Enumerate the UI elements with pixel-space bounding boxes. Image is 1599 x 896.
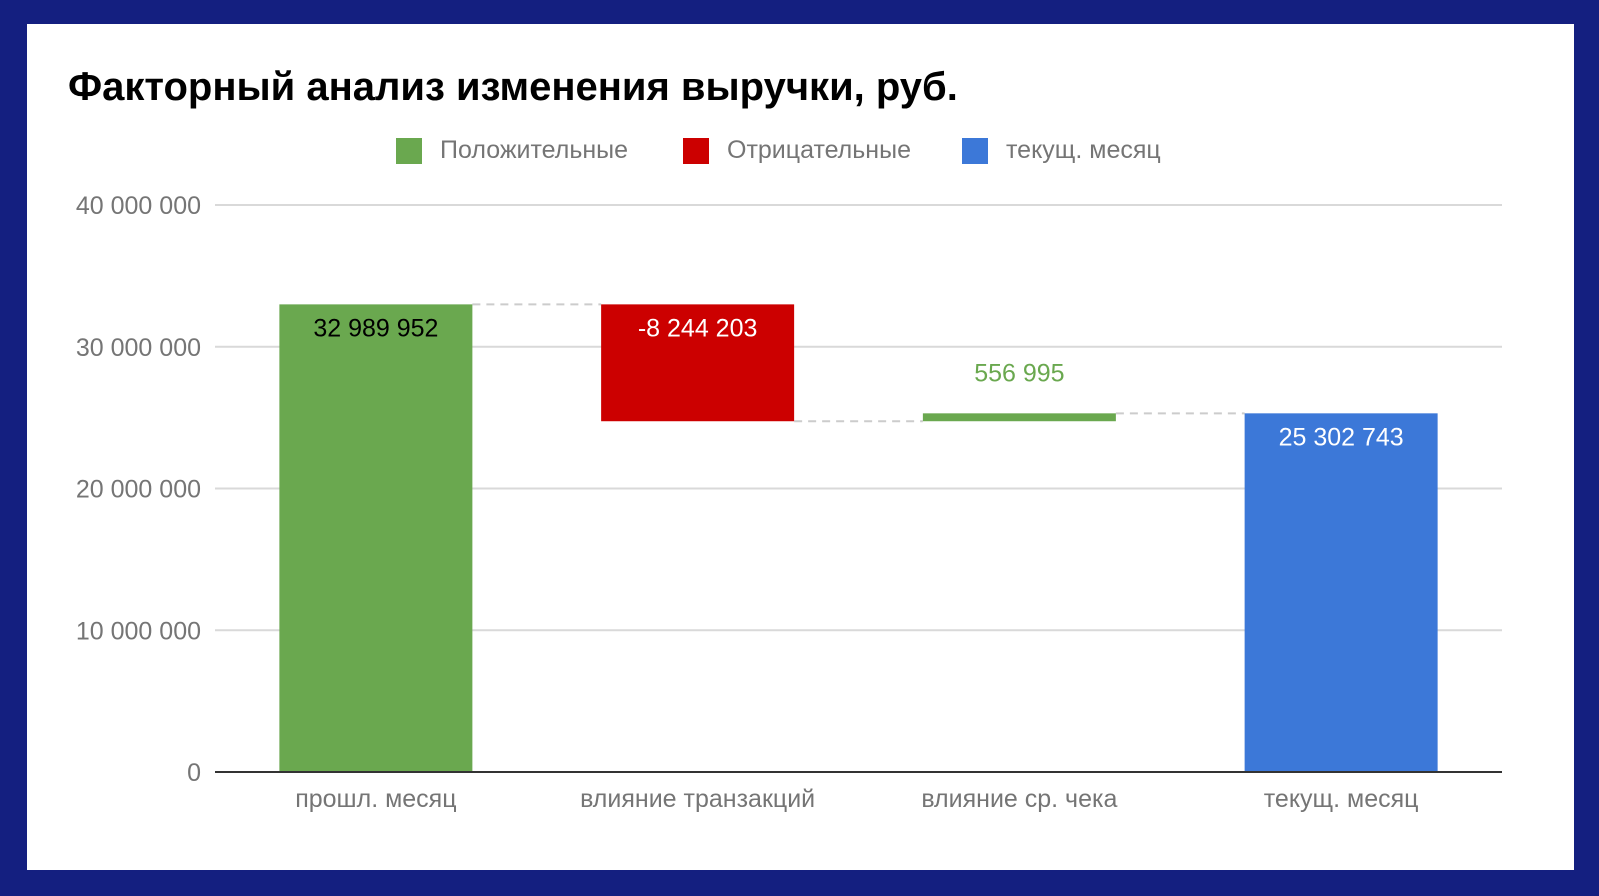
data-label-1: -8 244 203	[638, 314, 758, 342]
legend-swatch-0	[396, 138, 422, 164]
y-tick-label-3: 30 000 000	[76, 334, 201, 362]
bar-1	[601, 304, 795, 422]
x-tick-label-0: прошл. месяц	[295, 785, 456, 813]
data-label-2: 556 995	[974, 359, 1064, 387]
legend-swatch-1	[683, 138, 709, 164]
data-label-0: 32 989 952	[313, 314, 438, 342]
x-tick-label-2: влияние ср. чека	[921, 785, 1117, 813]
y-tick-label-2: 20 000 000	[76, 476, 201, 504]
bar-0	[279, 304, 473, 772]
y-tick-label-1: 10 000 000	[76, 617, 201, 645]
y-tick-label-0: 0	[187, 759, 201, 787]
data-label-3: 25 302 743	[1279, 423, 1404, 451]
legend-label-2: текущ. месяц	[1006, 136, 1161, 164]
x-tick-label-1: влияние транзакций	[580, 785, 815, 813]
chart-title: Факторный анализ изменения выручки, руб.	[68, 65, 958, 109]
legend-swatch-2	[962, 138, 988, 164]
legend-label-1: Отрицательные	[727, 136, 911, 164]
x-tick-label-3: текущ. месяц	[1264, 785, 1419, 813]
legend-label-0: Положительные	[440, 136, 628, 164]
y-tick-label-4: 40 000 000	[76, 192, 201, 220]
waterfall-chart: Факторный анализ изменения выручки, руб.…	[68, 65, 1502, 813]
bar-2	[922, 413, 1116, 422]
chart-card: Факторный анализ изменения выручки, руб.…	[27, 24, 1574, 870]
bar-3	[1244, 413, 1438, 772]
